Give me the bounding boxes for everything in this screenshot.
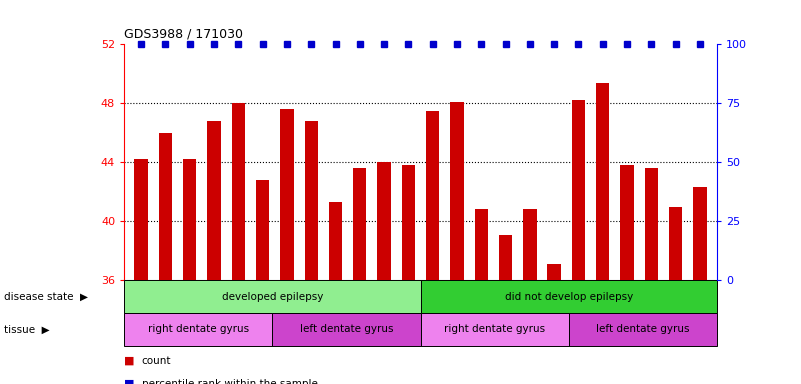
- Text: left dentate gyrus: left dentate gyrus: [300, 324, 393, 334]
- Text: GDS3988 / 171030: GDS3988 / 171030: [124, 27, 244, 40]
- Bar: [499, 235, 512, 280]
- Text: ■: ■: [124, 379, 135, 384]
- Text: tissue  ▶: tissue ▶: [4, 324, 50, 334]
- Bar: [231, 103, 245, 280]
- Text: disease state  ▶: disease state ▶: [4, 291, 88, 302]
- Text: percentile rank within the sample: percentile rank within the sample: [142, 379, 318, 384]
- Bar: [426, 111, 440, 280]
- Text: right dentate gyrus: right dentate gyrus: [444, 324, 545, 334]
- Bar: [207, 121, 221, 280]
- Bar: [256, 180, 269, 280]
- Bar: [620, 165, 634, 280]
- Bar: [645, 168, 658, 280]
- Text: left dentate gyrus: left dentate gyrus: [596, 324, 690, 334]
- Text: count: count: [142, 356, 171, 366]
- Bar: [421, 280, 717, 313]
- Bar: [135, 159, 148, 280]
- Bar: [569, 313, 717, 346]
- Bar: [450, 102, 464, 280]
- Bar: [523, 210, 537, 280]
- Text: ■: ■: [124, 356, 135, 366]
- Text: did not develop epilepsy: did not develop epilepsy: [505, 291, 633, 302]
- Bar: [353, 168, 367, 280]
- Bar: [124, 280, 421, 313]
- Bar: [474, 210, 488, 280]
- Bar: [124, 313, 272, 346]
- Text: developed epilepsy: developed epilepsy: [222, 291, 323, 302]
- Bar: [377, 162, 391, 280]
- Bar: [159, 133, 172, 280]
- Bar: [421, 313, 569, 346]
- Bar: [401, 165, 415, 280]
- Bar: [280, 109, 294, 280]
- Bar: [183, 159, 196, 280]
- Bar: [329, 202, 342, 280]
- Bar: [669, 207, 682, 280]
- Bar: [596, 83, 610, 280]
- Bar: [693, 187, 706, 280]
- Bar: [304, 121, 318, 280]
- Bar: [572, 100, 585, 280]
- Bar: [272, 313, 421, 346]
- Text: right dentate gyrus: right dentate gyrus: [147, 324, 249, 334]
- Bar: [547, 264, 561, 280]
